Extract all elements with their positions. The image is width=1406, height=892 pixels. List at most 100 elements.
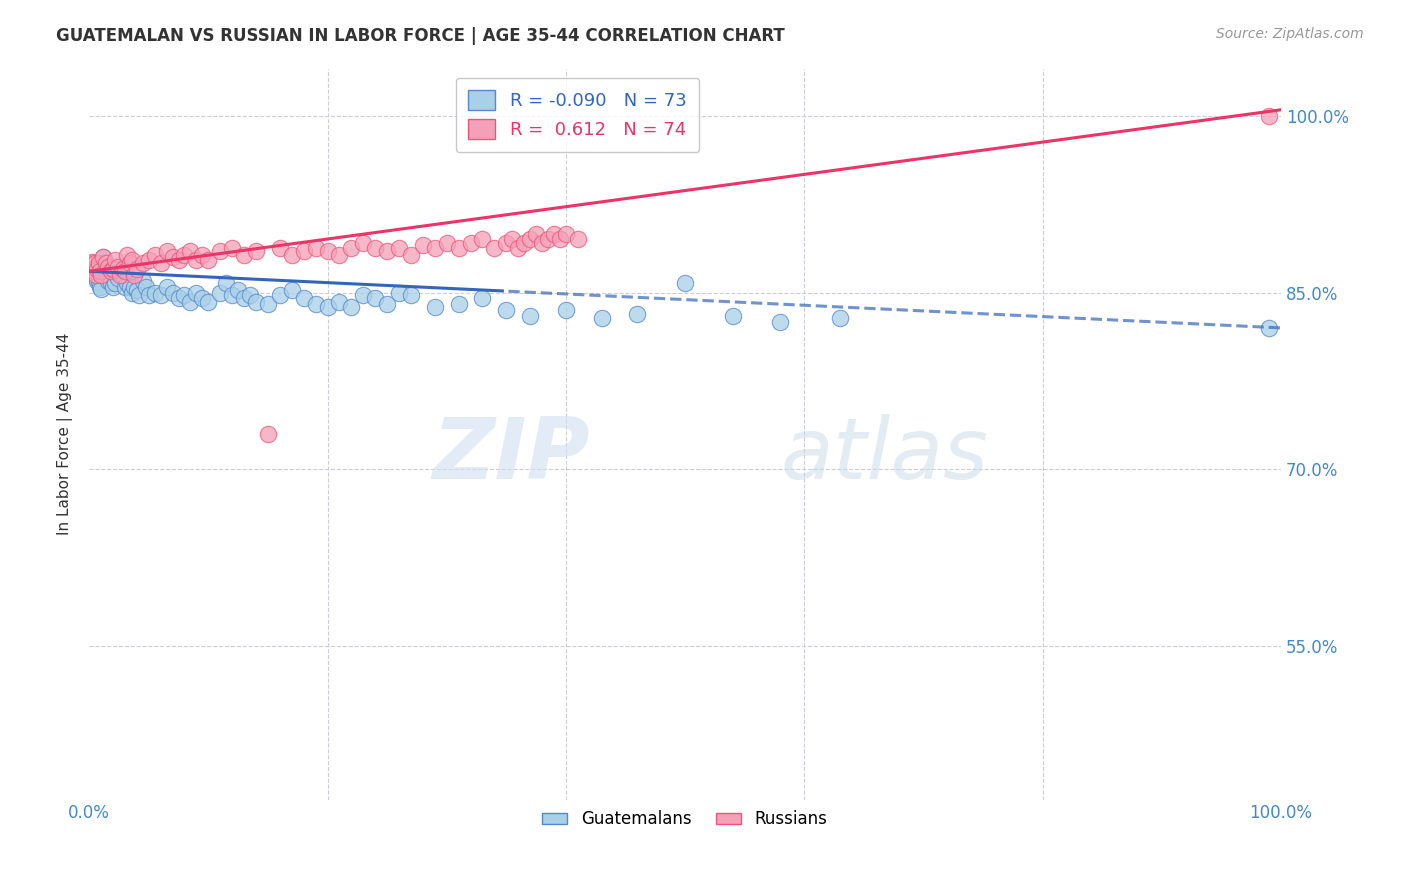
Point	[173, 248, 195, 262]
Point	[292, 292, 315, 306]
Point	[94, 256, 117, 270]
Point	[86, 274, 108, 288]
Point	[209, 285, 232, 300]
Point	[519, 232, 541, 246]
Point	[156, 244, 179, 259]
Point	[447, 241, 470, 255]
Point	[554, 303, 576, 318]
Point	[340, 300, 363, 314]
Point	[94, 262, 117, 277]
Point	[191, 292, 214, 306]
Point	[117, 276, 139, 290]
Point	[460, 235, 482, 250]
Point	[673, 276, 696, 290]
Point	[89, 264, 111, 278]
Point	[548, 232, 571, 246]
Point	[87, 256, 110, 270]
Point	[388, 241, 411, 255]
Point	[215, 276, 238, 290]
Point	[132, 256, 155, 270]
Point	[138, 288, 160, 302]
Point	[90, 268, 112, 282]
Point	[412, 238, 434, 252]
Point	[352, 235, 374, 250]
Point	[84, 268, 107, 282]
Point	[281, 248, 304, 262]
Point	[97, 260, 120, 274]
Point	[138, 252, 160, 267]
Point	[108, 262, 131, 277]
Point	[162, 285, 184, 300]
Text: GUATEMALAN VS RUSSIAN IN LABOR FORCE | AGE 35-44 CORRELATION CHART: GUATEMALAN VS RUSSIAN IN LABOR FORCE | A…	[56, 27, 785, 45]
Point	[84, 271, 107, 285]
Point	[375, 297, 398, 311]
Point	[87, 276, 110, 290]
Point	[107, 260, 129, 274]
Point	[364, 292, 387, 306]
Point	[143, 285, 166, 300]
Point	[118, 256, 141, 270]
Point	[721, 309, 744, 323]
Point	[197, 295, 219, 310]
Point	[537, 232, 560, 246]
Point	[83, 268, 105, 282]
Point	[86, 262, 108, 277]
Point	[104, 252, 127, 267]
Point	[484, 241, 506, 255]
Point	[340, 241, 363, 255]
Point	[118, 279, 141, 293]
Point	[436, 235, 458, 250]
Point	[501, 232, 523, 246]
Point	[769, 315, 792, 329]
Point	[135, 279, 157, 293]
Point	[304, 297, 326, 311]
Point	[179, 295, 201, 310]
Point	[828, 311, 851, 326]
Point	[519, 309, 541, 323]
Point	[221, 241, 243, 255]
Point	[495, 303, 517, 318]
Point	[101, 262, 124, 277]
Point	[108, 268, 131, 282]
Point	[281, 283, 304, 297]
Point	[79, 262, 101, 277]
Point	[128, 288, 150, 302]
Point	[423, 241, 446, 255]
Point	[104, 276, 127, 290]
Point	[447, 297, 470, 311]
Point	[179, 244, 201, 259]
Point	[143, 248, 166, 262]
Point	[84, 256, 107, 270]
Point	[97, 274, 120, 288]
Point	[495, 235, 517, 250]
Point	[626, 307, 648, 321]
Point	[513, 235, 536, 250]
Point	[84, 260, 107, 274]
Point	[239, 288, 262, 302]
Point	[197, 252, 219, 267]
Point	[107, 271, 129, 285]
Point	[423, 300, 446, 314]
Point	[328, 295, 350, 310]
Point	[132, 274, 155, 288]
Point	[186, 252, 208, 267]
Point	[304, 241, 326, 255]
Point	[101, 279, 124, 293]
Point	[364, 241, 387, 255]
Point	[209, 244, 232, 259]
Text: ZIP: ZIP	[432, 415, 589, 498]
Point	[245, 295, 267, 310]
Point	[96, 268, 118, 282]
Point	[388, 285, 411, 300]
Point	[114, 264, 136, 278]
Point	[149, 256, 172, 270]
Point	[1258, 109, 1281, 123]
Point	[591, 311, 613, 326]
Point	[125, 262, 148, 277]
Point	[257, 297, 280, 311]
Point	[543, 227, 565, 241]
Point	[531, 235, 554, 250]
Point	[245, 244, 267, 259]
Point	[399, 248, 422, 262]
Point	[191, 248, 214, 262]
